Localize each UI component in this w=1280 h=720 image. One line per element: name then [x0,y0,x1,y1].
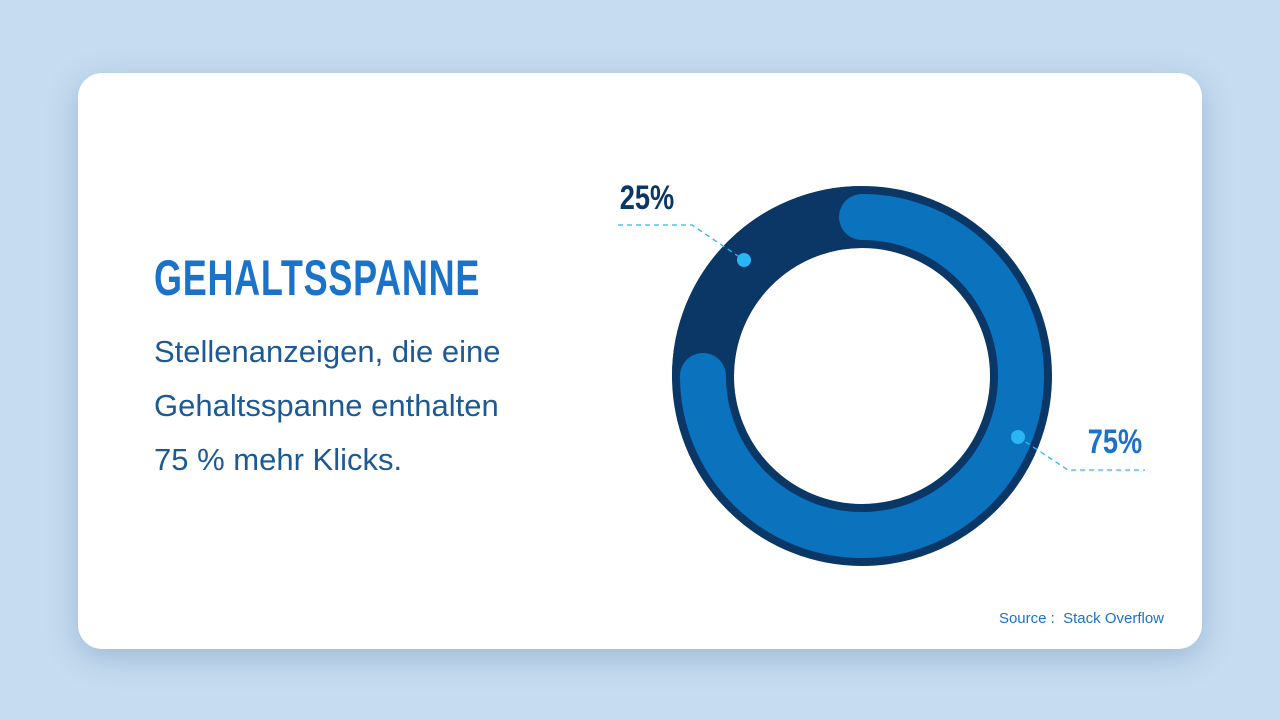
donut-slice [672,186,862,376]
chart-title: GEHALTSSPANNE [154,250,481,306]
leader-line [618,224,745,261]
value-label: 25% [620,178,674,217]
leader-line [1017,436,1145,471]
donut-slice [680,194,1044,558]
label-dot [1011,430,1025,444]
leader-lines [618,224,1145,471]
chart-subtitle: Stellenanzeigen, die eine Gehaltsspanne … [154,334,501,477]
source: Source : Stack Overflow [998,610,1164,627]
label-dot [737,253,751,267]
value-label: 75% [1088,422,1142,461]
